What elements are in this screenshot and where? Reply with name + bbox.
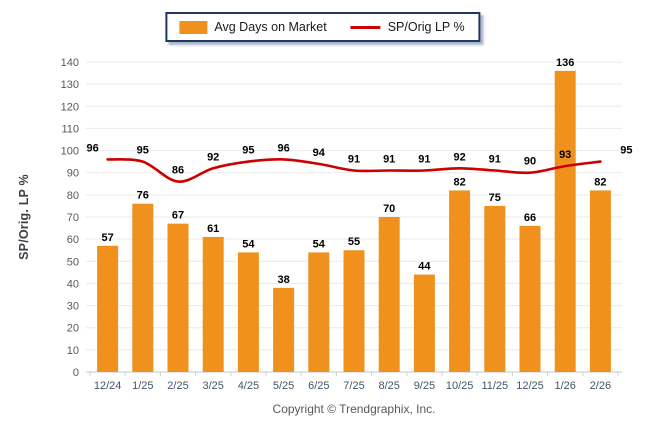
- bar-value-label: 76: [137, 190, 149, 202]
- line-value-label: 92: [207, 151, 219, 163]
- x-category-label: 9/25: [414, 380, 435, 392]
- y-tick-label: 50: [67, 256, 79, 268]
- line-value-label: 91: [489, 154, 501, 166]
- bar: [449, 190, 471, 372]
- bar: [308, 252, 330, 372]
- bar-value-label: 75: [489, 192, 501, 204]
- line-value-label: 91: [348, 154, 360, 166]
- legend-item-avg-days: Avg Days on Market: [179, 20, 327, 34]
- bar-value-label: 38: [277, 274, 289, 286]
- line-value-label: 95: [137, 145, 149, 157]
- bar-value-label: 82: [453, 176, 465, 188]
- y-tick-label: 20: [67, 323, 79, 335]
- bar-value-label: 57: [101, 232, 113, 244]
- y-tick-label: 120: [61, 101, 79, 113]
- bar-value-label: 61: [207, 223, 219, 235]
- line-value-label: 95: [242, 145, 254, 157]
- y-tick-label: 90: [67, 168, 79, 180]
- copyright-text: Copyright © Trendgraphix, Inc.: [272, 402, 436, 416]
- y-tick-label: 140: [61, 57, 79, 69]
- y-tick-label: 30: [67, 301, 79, 313]
- x-category-label: 3/25: [202, 380, 223, 392]
- x-category-label: 10/25: [446, 380, 474, 392]
- y-tick-label: 70: [67, 212, 79, 224]
- y-tick-label: 60: [67, 234, 79, 246]
- y-tick-label: 80: [67, 190, 79, 202]
- line-value-label: 90: [524, 156, 536, 168]
- x-category-label: 8/25: [378, 380, 399, 392]
- x-category-label: 5/25: [273, 380, 294, 392]
- x-category-label: 12/24: [94, 380, 122, 392]
- bar-value-label: 54: [242, 238, 255, 250]
- x-category-label: 6/25: [308, 380, 329, 392]
- x-category-label: 12/25: [516, 380, 544, 392]
- bar: [554, 70, 576, 372]
- legend-label-sp-orig-lp: SP/Orig LP %: [387, 20, 465, 34]
- line-value-label: 86: [172, 165, 184, 177]
- x-category-label: 1/26: [554, 380, 575, 392]
- x-category-label: 2/26: [590, 380, 611, 392]
- bar: [343, 250, 365, 372]
- y-tick-label: 100: [61, 146, 79, 158]
- line-value-label: 91: [383, 154, 395, 166]
- line-series-swatch: [350, 25, 381, 29]
- chart-legend: Avg Days on Market SP/Orig LP %: [165, 12, 481, 42]
- y-tick-label: 40: [67, 278, 79, 290]
- y-tick-label: 110: [61, 123, 79, 135]
- bar: [589, 190, 611, 372]
- bar: [273, 287, 295, 372]
- x-category-label: 7/25: [343, 380, 364, 392]
- bar: [167, 223, 189, 372]
- bar: [484, 205, 506, 372]
- y-tick-label: 0: [73, 367, 79, 379]
- bar-value-label: 70: [383, 203, 395, 215]
- bar: [97, 245, 119, 372]
- line-value-label: 93: [559, 149, 571, 161]
- bar-value-label: 136: [556, 57, 574, 69]
- bar-value-label: 82: [594, 176, 606, 188]
- line-value-label: 94: [313, 147, 326, 159]
- x-category-label: 4/25: [238, 380, 259, 392]
- bar-value-label: 67: [172, 210, 184, 222]
- y-tick-label: 130: [61, 79, 79, 91]
- bar: [132, 203, 154, 372]
- bar: [413, 274, 435, 372]
- line-value-label: 95: [620, 145, 632, 157]
- bar-value-label: 55: [348, 236, 360, 248]
- x-category-label: 11/25: [481, 380, 508, 392]
- line-value-label: 96: [277, 142, 289, 154]
- y-tick-label: 10: [67, 345, 79, 357]
- line-value-label: 92: [453, 151, 465, 163]
- bar: [237, 252, 259, 372]
- bar-value-label: 44: [418, 261, 431, 273]
- legend-item-sp-orig-lp: SP/Orig LP %: [350, 20, 465, 34]
- bar-value-label: 54: [313, 238, 326, 250]
- line-value-label: 96: [86, 142, 98, 154]
- x-category-label: 1/25: [132, 380, 153, 392]
- legend-label-avg-days: Avg Days on Market: [214, 20, 327, 34]
- line-value-label: 91: [418, 154, 430, 166]
- sp-orig-lp-line: [106, 158, 602, 183]
- bar: [202, 236, 224, 372]
- bar: [519, 225, 541, 372]
- bar-value-label: 66: [524, 212, 536, 224]
- x-category-label: 2/25: [167, 380, 188, 392]
- bar: [378, 217, 400, 372]
- bar-series-swatch: [179, 20, 208, 34]
